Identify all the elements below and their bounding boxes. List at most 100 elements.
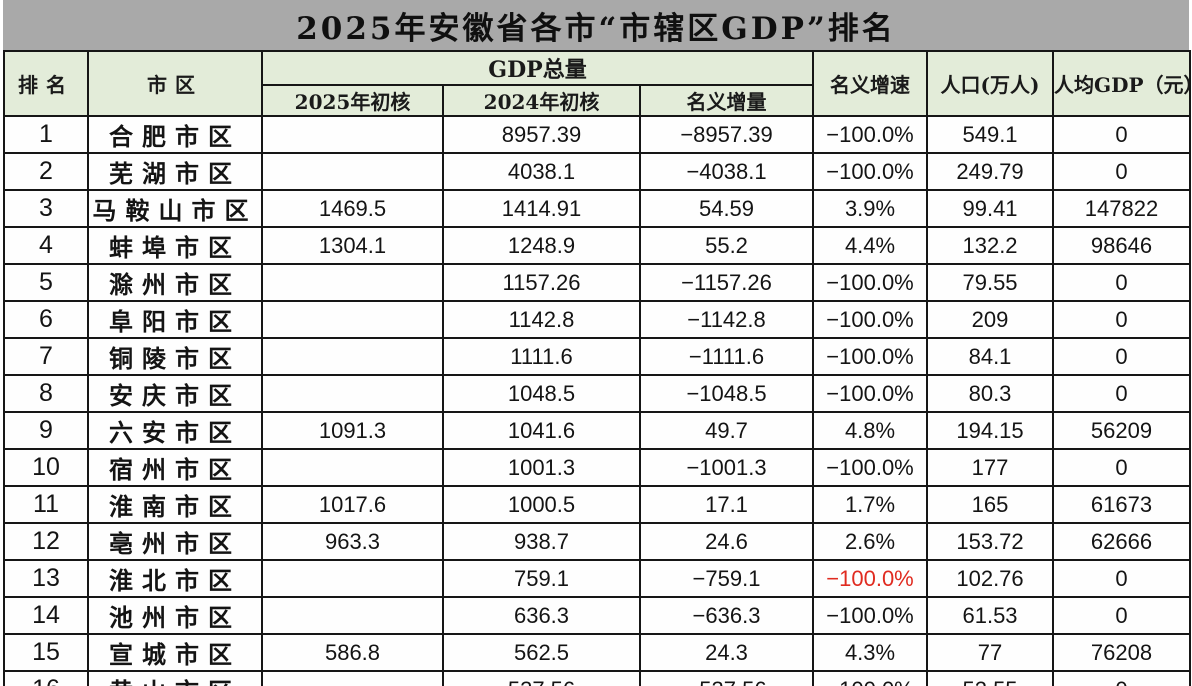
gdp-2025-cell: 1091.3 bbox=[261, 411, 444, 450]
table-row: 15 宣城市区 586.8 562.5 24.3 4.3% 77 76208 bbox=[3, 633, 1192, 672]
table-row: 4 蚌埠市区 1304.1 1248.9 55.2 4.4% 132.2 98646 bbox=[3, 226, 1192, 265]
gdp-2025-cell: 1469.5 bbox=[261, 189, 444, 228]
table-row: 16黄山市区 537.56−537.56−100.0%52.550 bbox=[3, 670, 1192, 686]
table-row: 5 滁州市区 1157.26 −1157.26 −100.0% 79.55 0 bbox=[3, 263, 1192, 302]
gdp-2024-cell: 1142.8 bbox=[442, 300, 641, 339]
growth-cell: −100.0% bbox=[812, 670, 929, 686]
per-capita-cell: 61673 bbox=[1052, 485, 1192, 524]
per-capita-cell: 56209 bbox=[1052, 411, 1192, 450]
table-row: 2 芜湖市区 4038.1 −4038.1 −100.0% 249.79 0 bbox=[3, 152, 1192, 191]
rank-cell: 4 bbox=[3, 226, 89, 265]
col-header-rank: 排名 bbox=[3, 50, 89, 117]
rank-cell: 7 bbox=[3, 337, 89, 376]
table-row: 7 铜陵市区 1111.6 −1111.6 −100.0% 84.1 0 bbox=[3, 337, 1192, 376]
gdp-2025-cell: 1304.1 bbox=[261, 226, 444, 265]
growth-cell: 1.7% bbox=[812, 485, 929, 524]
growth-cell: 2.6% bbox=[812, 522, 929, 561]
per-capita-cell: 0 bbox=[1052, 300, 1192, 339]
population-cell: 99.41 bbox=[926, 189, 1055, 228]
gdp-2025-cell bbox=[261, 670, 444, 686]
gdp-2025-cell: 1017.6 bbox=[261, 485, 444, 524]
delta-cell: −1048.5 bbox=[638, 374, 815, 413]
population-cell: 549.1 bbox=[926, 115, 1055, 154]
delta-cell: 17.1 bbox=[638, 485, 815, 524]
delta-cell: −8957.39 bbox=[638, 115, 815, 154]
per-capita-cell: 0 bbox=[1052, 374, 1192, 413]
table-body: 1 合肥市区 8957.39 −8957.39 −100.0% 549.1 0 2 芜湖市区 40… bbox=[3, 115, 1192, 686]
table-row: 10 宿州市区 1001.3 −1001.3 −100.0% 177 0 bbox=[3, 448, 1192, 487]
rank-cell: 9 bbox=[3, 411, 89, 450]
rank-cell: 2 bbox=[3, 152, 89, 191]
col-header-gdp-2025: 2025年初核 bbox=[261, 84, 444, 117]
growth-cell: −100.0% bbox=[812, 263, 929, 302]
delta-cell: 55.2 bbox=[638, 226, 815, 265]
growth-cell: −100.0% bbox=[812, 152, 929, 191]
col-header-delta: 名义增量 bbox=[638, 84, 815, 117]
rank-cell: 11 bbox=[3, 485, 89, 524]
gdp-2024-cell: 1414.91 bbox=[442, 189, 641, 228]
city-cell: 池州市区 bbox=[87, 596, 263, 635]
city-cell: 马鞍山市区 bbox=[87, 189, 263, 228]
per-capita-cell: 0 bbox=[1052, 448, 1192, 487]
population-cell: 84.1 bbox=[926, 337, 1055, 376]
population-cell: 79.55 bbox=[926, 263, 1055, 302]
rank-cell: 8 bbox=[3, 374, 89, 413]
population-cell: 209 bbox=[926, 300, 1055, 339]
population-cell: 80.3 bbox=[926, 374, 1055, 413]
delta-cell: 54.59 bbox=[638, 189, 815, 228]
city-cell: 阜阳市区 bbox=[87, 300, 263, 339]
gdp-2024-cell: 1000.5 bbox=[442, 485, 641, 524]
gdp-2024-cell: 1248.9 bbox=[442, 226, 641, 265]
city-cell: 淮南市区 bbox=[87, 485, 263, 524]
city-cell: 宣城市区 bbox=[87, 633, 263, 672]
col-header-population: 人口(万人) bbox=[926, 50, 1055, 117]
city-cell: 合肥市区 bbox=[87, 115, 263, 154]
gdp-2024-cell: 938.7 bbox=[442, 522, 641, 561]
delta-cell: −1157.26 bbox=[638, 263, 815, 302]
gdp-2025-cell bbox=[261, 300, 444, 339]
gdp-2025-cell bbox=[261, 596, 444, 635]
col-header-per-capita: 人均GDP（元） bbox=[1052, 50, 1192, 117]
delta-cell: 49.7 bbox=[638, 411, 815, 450]
gdp-2024-cell: 1041.6 bbox=[442, 411, 641, 450]
gdp-2024-cell: 636.3 bbox=[442, 596, 641, 635]
growth-cell: −100.0% bbox=[812, 448, 929, 487]
population-cell: 177 bbox=[926, 448, 1055, 487]
gdp-2024-cell: 4038.1 bbox=[442, 152, 641, 191]
gdp-2025-cell bbox=[261, 152, 444, 191]
population-cell: 77 bbox=[926, 633, 1055, 672]
rank-cell: 3 bbox=[3, 189, 89, 228]
delta-cell: 24.6 bbox=[638, 522, 815, 561]
delta-cell: −4038.1 bbox=[638, 152, 815, 191]
population-cell: 61.53 bbox=[926, 596, 1055, 635]
delta-cell: −1142.8 bbox=[638, 300, 815, 339]
col-header-gdp-2024: 2024年初核 bbox=[442, 84, 641, 117]
growth-cell: 4.8% bbox=[812, 411, 929, 450]
rank-cell: 16 bbox=[3, 670, 89, 686]
table-row: 1 合肥市区 8957.39 −8957.39 −100.0% 549.1 0 bbox=[3, 115, 1192, 154]
gdp-2025-cell bbox=[261, 374, 444, 413]
table-row: 13 淮北市区 759.1 −759.1 −100.0% 102.76 0 bbox=[3, 559, 1192, 598]
population-cell: 132.2 bbox=[926, 226, 1055, 265]
delta-cell: 24.3 bbox=[638, 633, 815, 672]
delta-cell: −759.1 bbox=[638, 559, 815, 598]
table-row: 8 安庆市区 1048.5 −1048.5 −100.0% 80.3 0 bbox=[3, 374, 1192, 413]
per-capita-cell: 62666 bbox=[1052, 522, 1192, 561]
growth-cell: −100.0% bbox=[812, 559, 929, 598]
rank-cell: 12 bbox=[3, 522, 89, 561]
gdp-2025-cell bbox=[261, 115, 444, 154]
city-cell: 宿州市区 bbox=[87, 448, 263, 487]
city-cell: 铜陵市区 bbox=[87, 337, 263, 376]
gdp-2024-cell: 759.1 bbox=[442, 559, 641, 598]
table-row: 9 六安市区 1091.3 1041.6 49.7 4.8% 194.15 56209 bbox=[3, 411, 1192, 450]
gdp-2025-cell bbox=[261, 559, 444, 598]
gdp-2025-cell bbox=[261, 448, 444, 487]
growth-cell: −100.0% bbox=[812, 337, 929, 376]
col-header-growth: 名义增速 bbox=[812, 50, 929, 117]
rank-cell: 13 bbox=[3, 559, 89, 598]
per-capita-cell: 0 bbox=[1052, 115, 1192, 154]
per-capita-cell: 0 bbox=[1052, 559, 1192, 598]
table-header: 排名 市区 GDP总量 名义增速 人口(万人) 人均GDP（元） 2025年初核… bbox=[3, 50, 1192, 117]
gdp-2025-cell bbox=[261, 263, 444, 302]
gdp-2024-cell: 562.5 bbox=[442, 633, 641, 672]
